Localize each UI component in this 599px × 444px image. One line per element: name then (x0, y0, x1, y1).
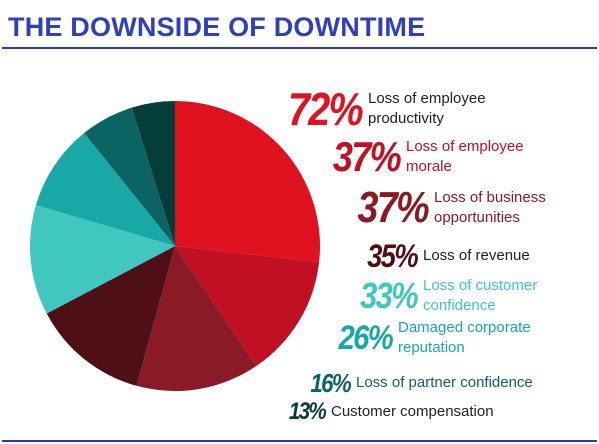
stat-percentage: 35% (367, 238, 419, 274)
stat-label: Loss of partner confidence (356, 373, 533, 393)
stat-label: Customer compensation (331, 402, 494, 422)
stat-item: 16% Loss of partner confidence (0, 363, 533, 403)
pie-slice-6 (35, 133, 176, 246)
stat-label: Damaged corporate reputation (398, 318, 531, 358)
stat-label-line: Loss of revenue (423, 247, 530, 264)
stat-label-line: opportunities (434, 209, 520, 226)
stat-label-line: Loss of employee (368, 90, 486, 107)
stat-percentage: 37% (357, 183, 429, 232)
pie-slice-4 (46, 246, 176, 386)
stat-label: Loss of employee morale (406, 137, 524, 177)
stat-item: 37% Loss of business opportunities (0, 183, 546, 232)
stat-label-line: Damaged corporate (398, 319, 531, 336)
page-title: THE DOWNSIDE OF DOWNTIME (8, 12, 426, 42)
stat-label-line: productivity (368, 110, 444, 127)
stat-label-line: Loss of customer (423, 277, 538, 294)
pie-slice-5 (30, 205, 175, 314)
stat-label-line: Customer compensation (331, 403, 494, 420)
stat-item: 33% Loss of customer confidence (0, 276, 537, 316)
stat-percentage: 26% (338, 319, 394, 357)
stat-label: Loss of employee productivity (368, 89, 486, 129)
pie-slice-1 (175, 101, 321, 263)
bottom-divider (2, 440, 597, 442)
stat-percentage: 37% (332, 133, 402, 180)
stat-label-line: Loss of partner confidence (356, 374, 533, 391)
title-divider (2, 47, 597, 49)
stat-percentage: 16% (310, 368, 351, 398)
stat-label: Loss of revenue (423, 246, 530, 266)
stat-item: 37% Loss of employee morale (0, 136, 524, 178)
pie-slice-2 (175, 246, 320, 367)
pie-slice-8 (131, 101, 175, 246)
stat-label-line: Loss of business (434, 189, 546, 206)
stat-percentage: 72% (287, 83, 364, 135)
stat-percentage: 33% (360, 275, 419, 316)
stat-label-line: reputation (398, 339, 465, 356)
stat-item: 26% Damaged corporate reputation (0, 318, 531, 358)
stat-label-line: confidence (423, 297, 496, 314)
stat-label-line: morale (406, 158, 452, 175)
stat-item: 72% Loss of employee productivity (0, 86, 486, 132)
stat-item: 13% Customer compensation (0, 392, 494, 432)
pie-slice-3 (136, 246, 257, 391)
stat-item: 35% Loss of revenue (0, 236, 530, 276)
stat-label: Loss of customer confidence (423, 276, 537, 316)
pie-slice-7 (84, 107, 175, 246)
stat-label-line: Loss of employee (406, 138, 524, 155)
stat-label: Loss of business opportunities (434, 188, 546, 228)
stat-percentage: 13% (288, 398, 327, 425)
